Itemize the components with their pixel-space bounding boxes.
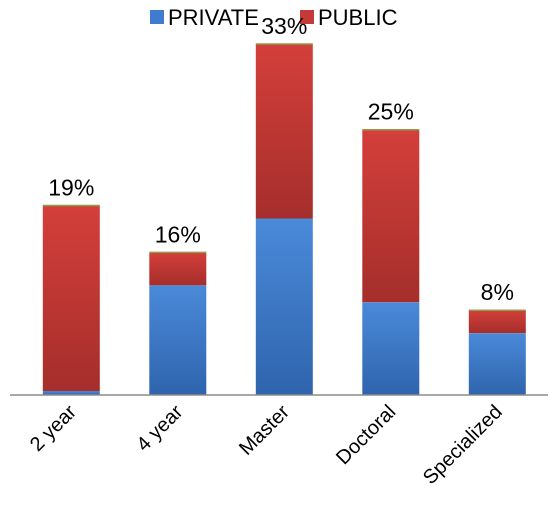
- bar-segment-private-4: [362, 302, 420, 395]
- bar-segment-public-2: [149, 252, 207, 286]
- legend-label-public: PUBLIC: [318, 5, 398, 30]
- bar-segment-private-5: [468, 333, 526, 395]
- bar-segment-public-5: [468, 310, 526, 334]
- bar-segment-private-1: [42, 391, 100, 395]
- legend-swatch-private: [150, 10, 164, 24]
- bars-group: [42, 43, 526, 395]
- bar-segment-private-2: [149, 285, 207, 395]
- total-label-3: 33%: [261, 13, 307, 39]
- legend-label-private: PRIVATE: [168, 5, 259, 30]
- total-label-4: 25%: [368, 99, 414, 125]
- bar-segment-private-3: [255, 218, 313, 395]
- bar-segment-public-3: [255, 44, 313, 219]
- category-label-4: Doctoral: [332, 401, 400, 469]
- chart-legend: PRIVATE PUBLIC: [150, 5, 398, 30]
- category-labels-group: 2 year 4 year Master Doctoral Specialized: [26, 401, 507, 489]
- category-label-2: 4 year: [132, 401, 187, 456]
- category-label-1: 2 year: [26, 401, 81, 456]
- total-label-2: 16%: [155, 221, 201, 247]
- total-label-5: 8%: [481, 279, 514, 305]
- legend-swatch-public: [300, 10, 314, 24]
- total-label-1: 19%: [48, 175, 94, 201]
- bar-segment-public-1: [42, 205, 100, 391]
- category-label-5: Specialized: [419, 401, 507, 489]
- total-labels-group: 19% 16% 33% 25% 8%: [48, 13, 514, 305]
- category-label-3: Master: [235, 401, 294, 460]
- bar-segment-public-4: [362, 129, 420, 303]
